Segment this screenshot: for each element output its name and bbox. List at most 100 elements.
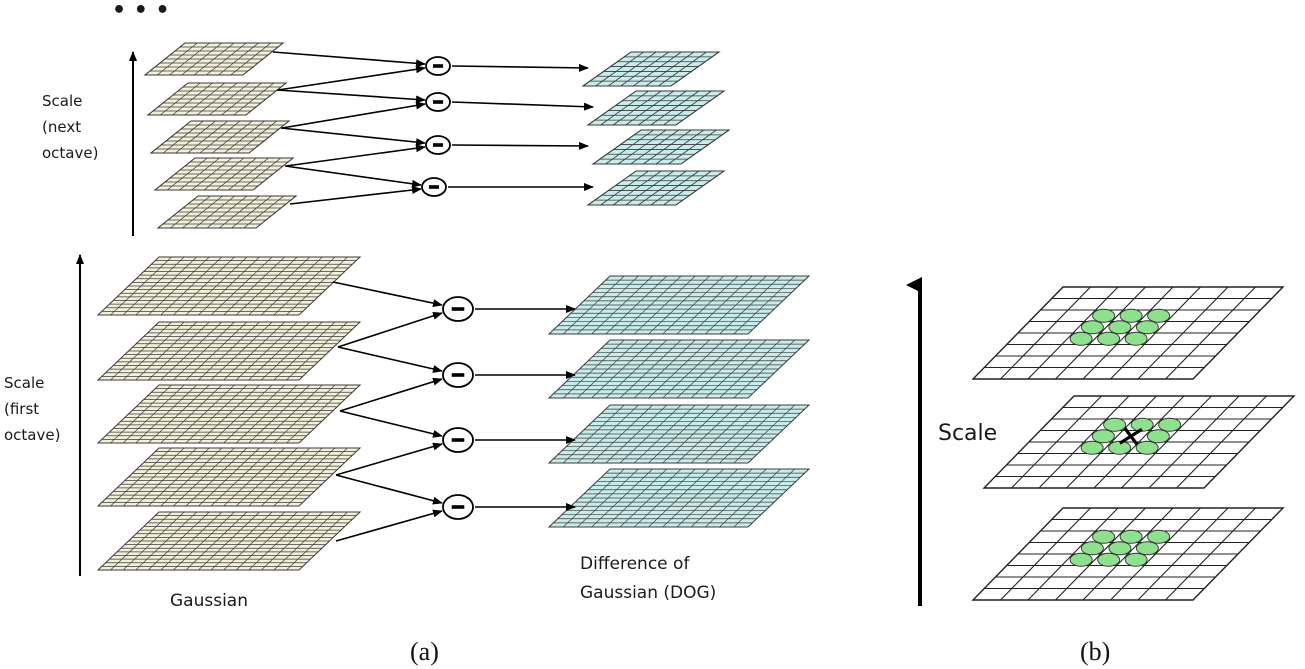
neighbor-sample bbox=[1098, 332, 1120, 345]
dog-level-1 bbox=[583, 52, 719, 86]
arrow-gaussian-to-minus bbox=[278, 68, 425, 90]
arrow-gaussian-to-minus bbox=[338, 347, 442, 371]
panel-b: Scale (b) bbox=[920, 285, 1294, 666]
neighbor-sample bbox=[1120, 309, 1142, 322]
minus-sign bbox=[433, 100, 443, 104]
gaussian-level-3 bbox=[98, 385, 360, 443]
neighbor-sample bbox=[1159, 418, 1181, 431]
gaussian-level-4 bbox=[98, 448, 360, 506]
neighbor-sample bbox=[1109, 542, 1131, 555]
gaussian-level-5 bbox=[98, 512, 360, 570]
scale-label: Scale bbox=[938, 421, 997, 446]
arrow-gaussian-to-minus bbox=[333, 282, 442, 305]
first-octave-dog-stack bbox=[549, 276, 809, 527]
gaussian-level-1 bbox=[145, 43, 283, 75]
arrow-gaussian-to-minus bbox=[281, 128, 425, 143]
gaussian-level-5 bbox=[158, 196, 296, 228]
dog-label: Difference of Gaussian (DOG) bbox=[580, 554, 716, 603]
next-octave-arrows bbox=[273, 52, 593, 204]
neighbor-sample bbox=[1125, 553, 1147, 566]
neighbor-sample bbox=[1136, 441, 1158, 454]
nbr-top-grid bbox=[973, 287, 1283, 379]
current-scale-grid bbox=[984, 396, 1294, 488]
gaussian-label: Gaussian bbox=[170, 591, 248, 611]
arrow-gaussian-to-minus bbox=[340, 379, 442, 411]
neighbor-sample bbox=[1120, 530, 1142, 543]
minus-sign bbox=[452, 505, 465, 509]
minus-sign bbox=[429, 185, 439, 189]
neighbor-sample bbox=[1125, 332, 1147, 345]
dog-level-1 bbox=[549, 276, 809, 334]
minus-operator-4 bbox=[443, 495, 473, 519]
minus-sign bbox=[452, 373, 465, 377]
next-octave-dog-stack bbox=[583, 52, 729, 205]
dog-level-4 bbox=[588, 171, 724, 205]
neighbor-sample bbox=[1147, 430, 1169, 443]
neighbor-sample bbox=[1104, 418, 1126, 431]
scale-below-grid bbox=[973, 508, 1283, 600]
neighbor-sample bbox=[1093, 309, 1115, 322]
neighbor-sample bbox=[1081, 542, 1103, 555]
arrow-gaussian-to-minus bbox=[285, 166, 421, 185]
minus-sign bbox=[433, 143, 443, 147]
neighbor-sample bbox=[1098, 553, 1120, 566]
minus-sign bbox=[452, 307, 465, 311]
nbr-mid-grid bbox=[984, 396, 1294, 488]
neighbor-sample bbox=[1136, 542, 1158, 555]
neighbor-sample bbox=[1148, 530, 1170, 543]
gaussian-level-1 bbox=[98, 257, 360, 315]
arrow-gaussian-to-minus bbox=[290, 189, 421, 204]
next-octave-gaussian-stack bbox=[145, 43, 296, 228]
minus-operator-1 bbox=[426, 57, 450, 75]
neighbor-sample bbox=[1093, 530, 1115, 543]
neighbor-sample bbox=[1136, 321, 1158, 334]
neighbor-sample bbox=[1092, 430, 1114, 443]
neighbor-sample bbox=[1070, 553, 1092, 566]
arrow-minus-to-dog bbox=[452, 66, 588, 68]
minus-sign bbox=[433, 64, 443, 68]
gaussian-level-3 bbox=[151, 121, 289, 153]
ellipsis: • • • bbox=[112, 0, 170, 23]
arrow-minus-to-dog bbox=[452, 145, 588, 146]
caption-b: (b) bbox=[1080, 637, 1110, 666]
gaussian-level-2 bbox=[148, 83, 286, 115]
arrow-gaussian-to-minus bbox=[286, 147, 425, 166]
first-octave-label: Scale (first octave) bbox=[4, 374, 60, 444]
arrow-gaussian-to-minus bbox=[340, 411, 442, 436]
first-octave-arrows bbox=[333, 282, 575, 541]
first-octave-gaussian-stack bbox=[98, 257, 360, 570]
scale-above-grid bbox=[973, 287, 1283, 379]
neighbor-sample bbox=[1081, 441, 1103, 454]
minus-operator-3 bbox=[443, 428, 473, 452]
arrow-gaussian-to-minus bbox=[338, 313, 442, 347]
dog-level-3 bbox=[549, 405, 809, 463]
caption-a: (a) bbox=[410, 637, 439, 666]
dog-level-2 bbox=[549, 340, 809, 398]
dog-level-2 bbox=[588, 91, 724, 125]
nbr-bot-grid bbox=[973, 508, 1283, 600]
minus-operator-4 bbox=[422, 178, 446, 196]
panel-a: • • • Scale (next octave) Scale (first o… bbox=[4, 0, 809, 666]
minus-operator-1 bbox=[443, 297, 473, 321]
minus-operator-2 bbox=[426, 93, 450, 111]
dog-level-4 bbox=[549, 469, 809, 527]
arrow-minus-to-dog bbox=[452, 102, 593, 107]
next-octave-label: Scale (next octave) bbox=[42, 92, 98, 162]
minus-sign bbox=[452, 438, 465, 442]
neighbor-sample bbox=[1148, 309, 1170, 322]
neighbor-sample bbox=[1081, 321, 1103, 334]
gaussian-level-2 bbox=[98, 322, 360, 380]
minus-operator-3 bbox=[426, 136, 450, 154]
neighbor-sample bbox=[1109, 321, 1131, 334]
gaussian-level-4 bbox=[155, 158, 293, 190]
arrow-gaussian-to-minus bbox=[273, 52, 425, 64]
neighbor-sample bbox=[1131, 418, 1153, 431]
arrow-gaussian-to-minus bbox=[282, 104, 425, 128]
minus-operator-2 bbox=[443, 363, 473, 387]
neighbor-sample bbox=[1109, 441, 1131, 454]
arrow-gaussian-to-minus bbox=[336, 475, 442, 503]
dog-level-3 bbox=[593, 130, 729, 164]
arrow-gaussian-to-minus bbox=[277, 90, 425, 100]
neighbor-sample bbox=[1070, 332, 1092, 345]
